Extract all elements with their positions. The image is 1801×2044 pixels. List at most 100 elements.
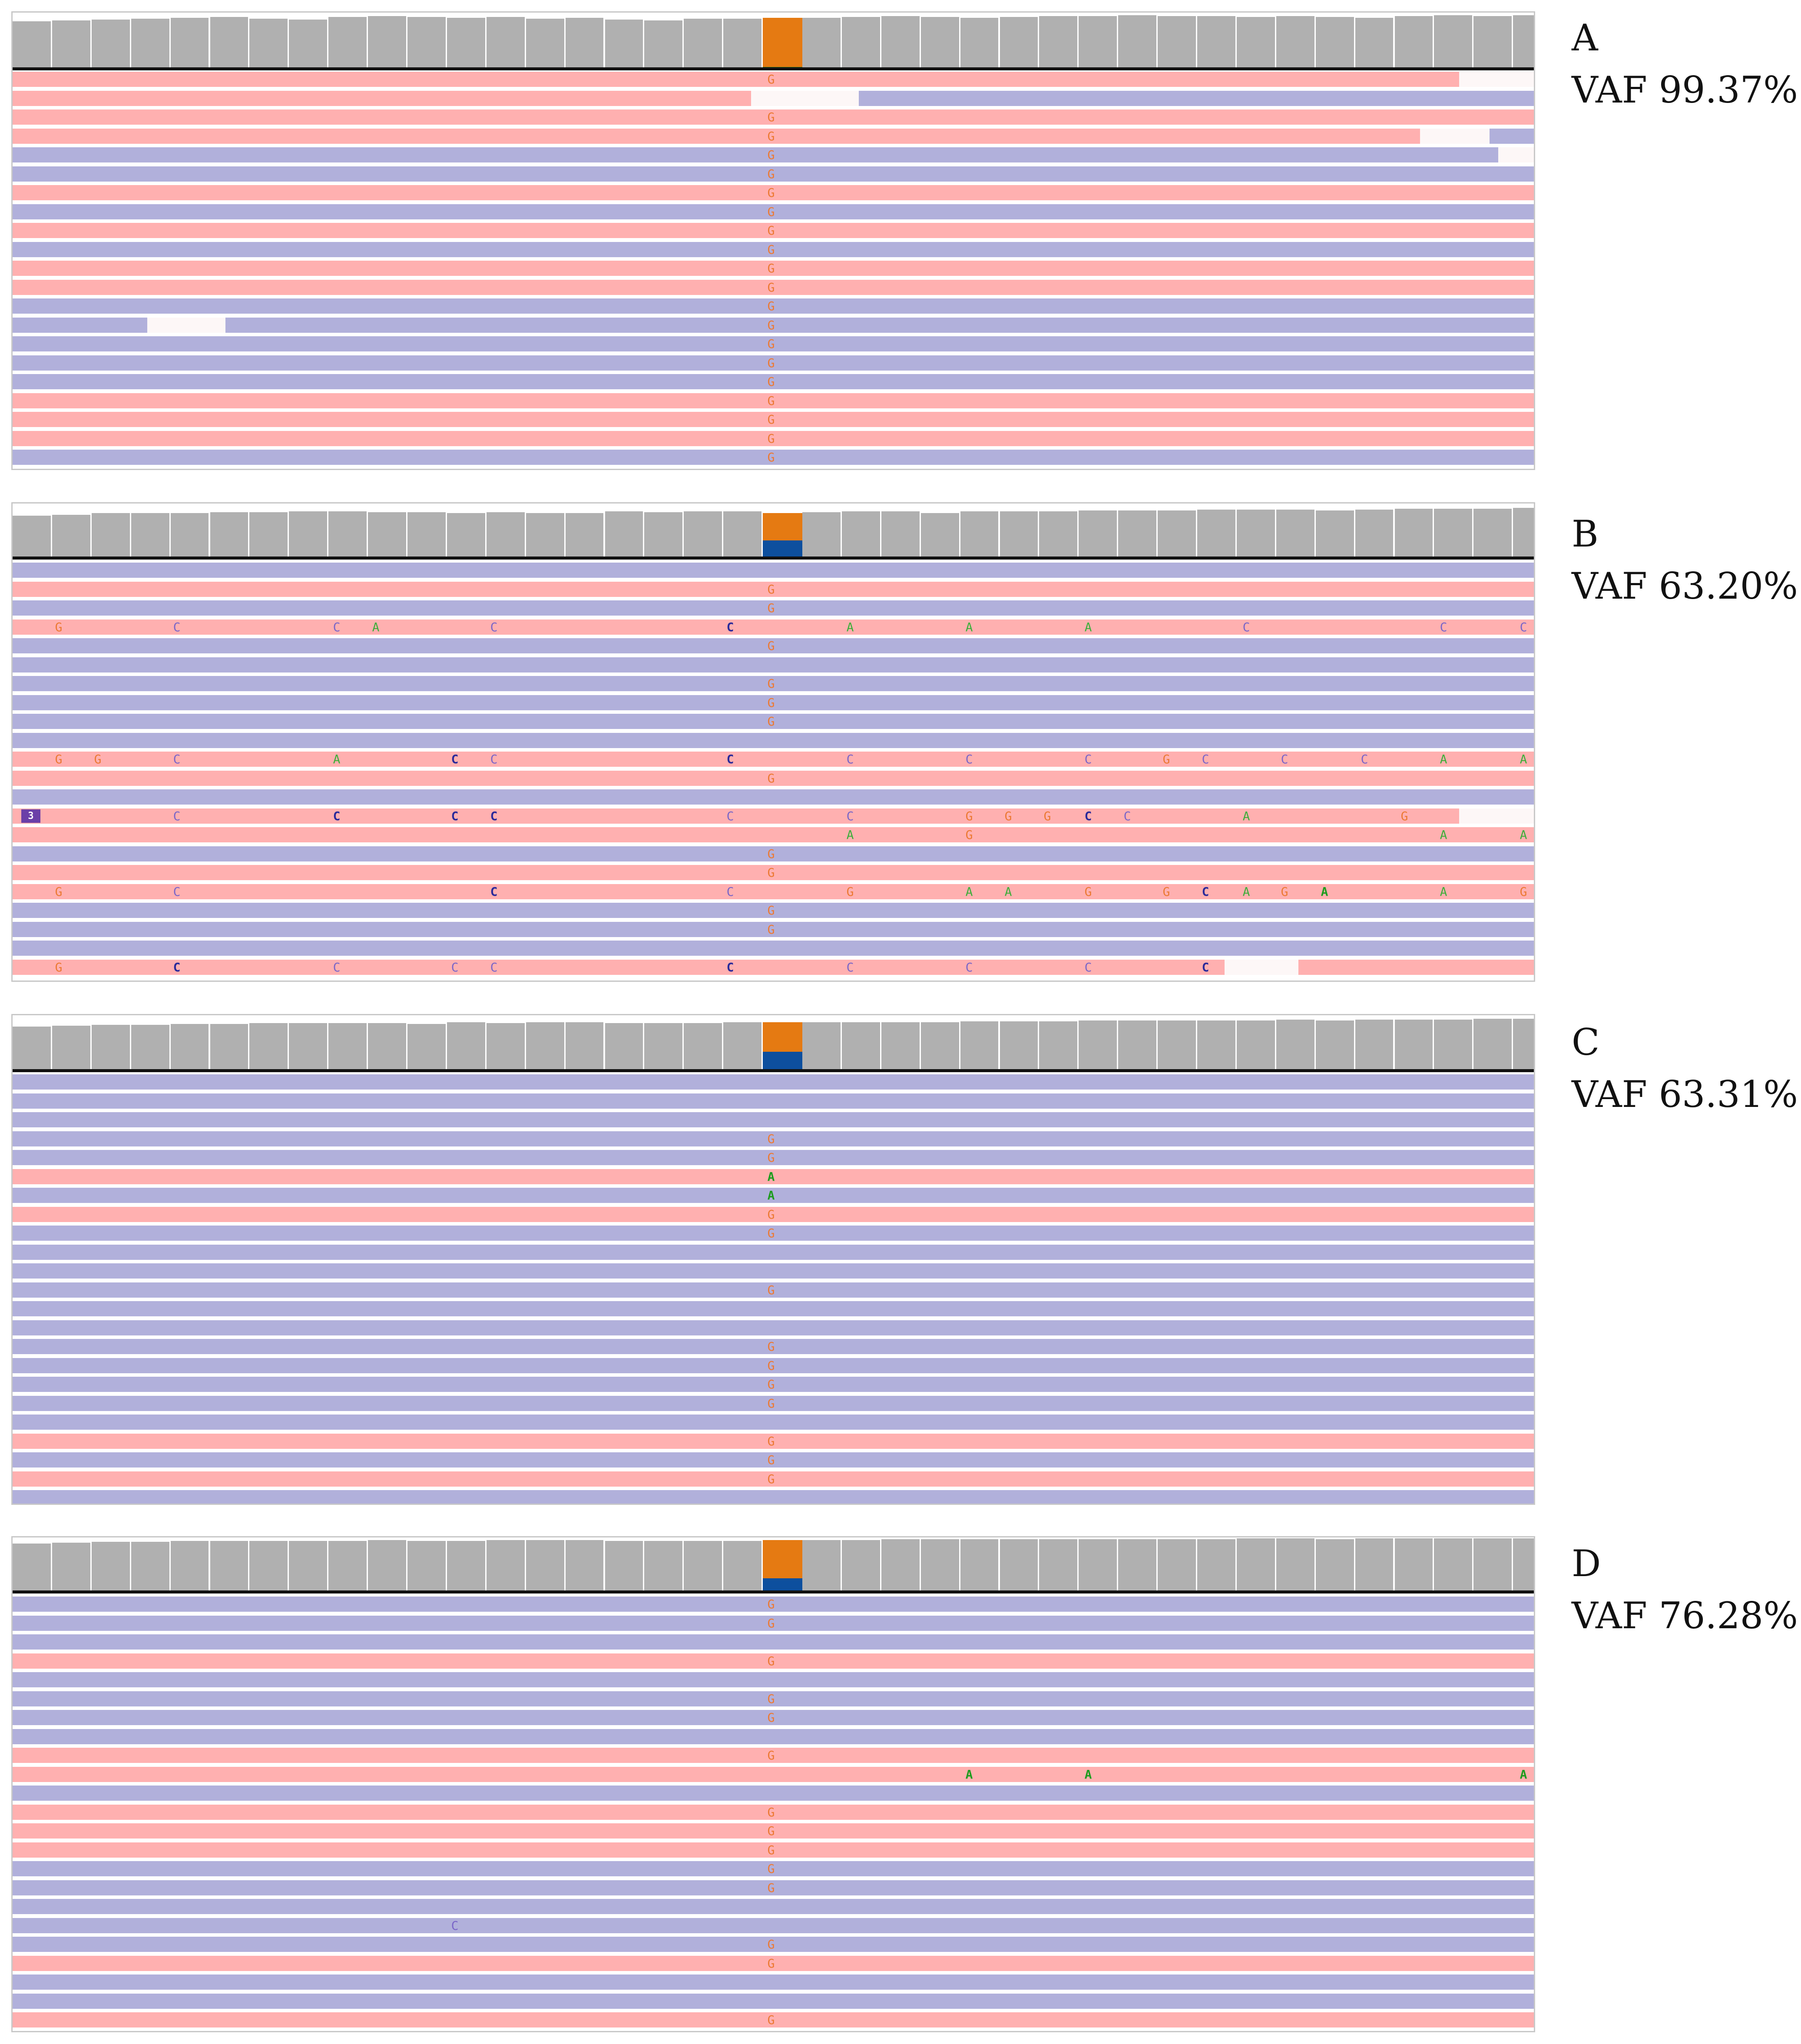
coverage-bar (1473, 16, 1513, 67)
read-row: G (13, 1691, 1534, 1706)
coverage-bar (644, 1541, 684, 1590)
coverage-bar (920, 1022, 960, 1069)
coverage-bar (644, 20, 684, 67)
coverage-baseline (13, 67, 1534, 70)
read-row (13, 1974, 1534, 1990)
mismatch-base: A (333, 752, 341, 766)
mismatch-base: G (55, 960, 63, 974)
alt-allele-fraction (763, 1022, 802, 1052)
coverage-bar (960, 1021, 1000, 1069)
mismatch-base: G (767, 2013, 775, 2027)
coverage-bar (1434, 509, 1474, 557)
coverage-bar (368, 1540, 407, 1590)
read-row (13, 563, 1534, 578)
read-row: G (13, 204, 1534, 219)
read-row: G (13, 1823, 1534, 1839)
read-row: G (13, 865, 1534, 880)
coverage-bar (1276, 1020, 1316, 1069)
coverage-bar (526, 1022, 566, 1069)
mismatch-base: G (767, 601, 775, 615)
coverage-bar (13, 21, 52, 67)
coverage-bar (841, 511, 881, 557)
mismatch-base: A (846, 828, 854, 842)
mismatch-base: G (767, 393, 775, 408)
mismatch-base: C (451, 752, 459, 766)
coverage-bar (960, 1539, 1000, 1590)
mismatch-base: C (726, 884, 734, 899)
mismatch-base: G (1520, 884, 1527, 899)
read-row: G (13, 921, 1534, 937)
read-row: G (13, 1395, 1534, 1411)
mismatch-base: A (965, 619, 973, 634)
read-row (13, 941, 1534, 956)
mismatch-base: C (726, 619, 734, 634)
mismatch-base: G (767, 1880, 775, 1895)
coverage-bar (1039, 16, 1079, 67)
read-row (13, 90, 1534, 106)
mismatch-base: G (767, 204, 775, 219)
mismatch-base: C (1242, 619, 1250, 634)
panel-label-c: C (1572, 1021, 1600, 1063)
mismatch-base: G (1400, 808, 1408, 823)
coverage-bar (841, 1540, 881, 1590)
read-row: G (13, 1131, 1534, 1146)
read-row: G (13, 336, 1534, 351)
mismatch-base: G (767, 714, 775, 729)
read-row: G (13, 450, 1534, 465)
read-row (13, 789, 1534, 805)
read-row: G (13, 846, 1534, 861)
read-row: G (13, 147, 1534, 162)
coverage-baseline (13, 1069, 1534, 1072)
mismatch-base: C (726, 752, 734, 766)
mismatch-base: C (965, 960, 973, 974)
mismatch-base: G (767, 865, 775, 880)
mismatch-base: G (767, 374, 775, 389)
mismatch-base: G (767, 412, 775, 427)
mismatch-base: A (1004, 884, 1012, 899)
coverage-bar (249, 19, 289, 67)
coverage-bar (1158, 510, 1197, 557)
mismatch-base: G (767, 1748, 775, 1762)
coverage-bar (1118, 510, 1158, 557)
mismatch-base: G (767, 129, 775, 143)
mismatch-base: G (1084, 884, 1092, 899)
read-row (13, 1074, 1534, 1090)
ref-allele-fraction (763, 1052, 802, 1069)
read-row: G (13, 695, 1534, 710)
read-gap (147, 317, 225, 333)
mismatch-base: A (965, 1767, 973, 1782)
coverage-bar (684, 1541, 724, 1590)
mismatch-base: C (333, 808, 341, 823)
mismatch-base: A (1321, 884, 1328, 899)
coverage-bar (684, 19, 724, 67)
mismatch-base: C (1123, 808, 1131, 823)
mismatch-base: G (767, 450, 775, 464)
mismatch-base: G (846, 884, 854, 899)
insertion-marker: 3 (21, 809, 40, 823)
mismatch-base: G (767, 318, 775, 332)
read-row: G (13, 1226, 1534, 1241)
read-row (13, 1263, 1534, 1279)
read-row: G (13, 1880, 1534, 1895)
read-row: G (13, 1206, 1534, 1222)
coverage-bar (1473, 509, 1513, 557)
coverage-bar (1000, 17, 1040, 67)
coverage-bar (1197, 1020, 1237, 1069)
read-row: G (13, 1452, 1534, 1468)
read-row: G (13, 1377, 1534, 1392)
mismatch-base: G (965, 808, 973, 823)
coverage-bar (1513, 1538, 1534, 1590)
coverage-bar (1118, 1020, 1158, 1069)
coverage-bar (1315, 17, 1355, 67)
read-row (13, 1320, 1534, 1335)
coverage-bar (605, 1023, 645, 1069)
coverage-bar (1236, 510, 1276, 557)
mismatch-base: A (1242, 884, 1250, 899)
mismatch-base: G (767, 1471, 775, 1486)
mismatch-base: C (173, 884, 181, 899)
coverage-bar (91, 20, 131, 67)
read-row: G (13, 412, 1534, 427)
mismatch-base: A (372, 619, 380, 634)
